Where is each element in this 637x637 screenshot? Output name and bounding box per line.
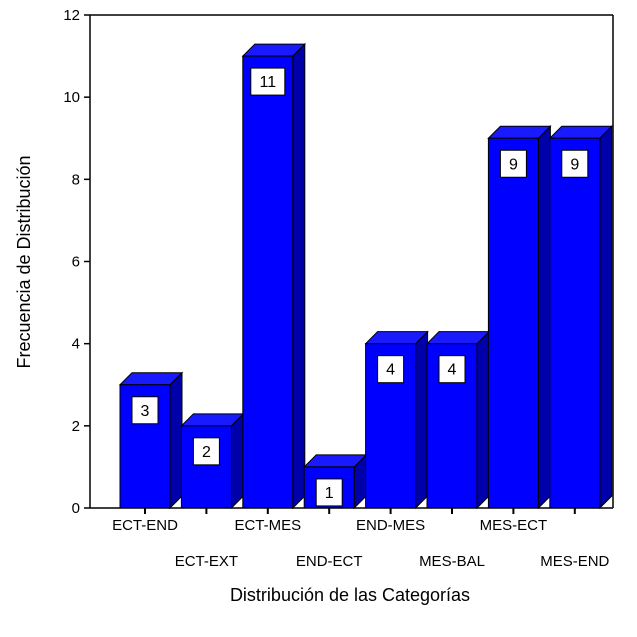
data-label: 11 [259, 74, 276, 91]
bar-end-mes: 4 [364, 330, 429, 510]
y-tick-label: 2 [72, 418, 80, 435]
bar-front-face [242, 55, 294, 509]
y-tick-label: 0 [72, 500, 80, 517]
x-tick-label: MES-END [540, 553, 609, 570]
data-label: 9 [509, 156, 518, 173]
x-tick-label: END-MES [356, 517, 425, 534]
data-label-box [192, 437, 220, 466]
y-axis-title: Frecuencia de Distribución [14, 155, 34, 368]
y-tick-label: 4 [72, 336, 80, 353]
bar-end-ect: 1 [302, 453, 368, 510]
data-label: 1 [325, 485, 334, 502]
x-tick-label: MES-BAL [419, 553, 485, 570]
labels-layer: ECT-END ECT-EXT ECT-MES END-ECT END-MES MES-B… [112, 517, 609, 570]
data-label: 2 [202, 444, 211, 461]
x-tick-label: END-ECT [296, 553, 363, 570]
data-label-box [561, 149, 589, 178]
y-tick-label: 8 [72, 171, 80, 188]
bar-side-face [169, 371, 183, 510]
data-label: 4 [386, 362, 395, 379]
bar-front-face [487, 137, 539, 509]
bar-mes-bal: 4 [425, 330, 491, 510]
bar-ect-end: 3 [118, 371, 184, 510]
bar-ect-ext: 2 [180, 412, 245, 510]
bar-side-face [415, 330, 429, 510]
bar-side-face [537, 125, 551, 510]
data-label-box [377, 355, 405, 384]
data-label: 9 [570, 156, 579, 173]
data-label-box [438, 355, 466, 384]
bar-side-face [599, 125, 613, 510]
data-label-box [131, 396, 159, 425]
x-tick-label: ECT-MES [234, 517, 301, 534]
x-tick-label: ECT-END [112, 517, 178, 534]
bar-side-face [292, 42, 306, 510]
y-tick-label: 6 [72, 254, 80, 271]
x-tick-label: ECT-EXT [175, 553, 238, 570]
bar-ect-mes: 11 [241, 42, 307, 510]
bar-mes-end: 9 [548, 125, 614, 510]
y-tick-label: 12 [63, 7, 80, 24]
bar-side-face [230, 412, 244, 510]
x-axis-title: Distribución de las Categorías [230, 585, 470, 605]
x-tick-label: MES-ECT [480, 517, 548, 534]
data-label: 3 [141, 403, 150, 420]
data-label-box [499, 149, 527, 178]
bar-front-face [549, 137, 601, 509]
bar-mes-ect: 9 [487, 125, 552, 510]
data-label: 4 [448, 362, 457, 379]
y-tick-label: 10 [63, 89, 80, 106]
data-label-box [315, 478, 343, 507]
data-label-box [250, 67, 286, 96]
bar-side-face [476, 330, 490, 510]
